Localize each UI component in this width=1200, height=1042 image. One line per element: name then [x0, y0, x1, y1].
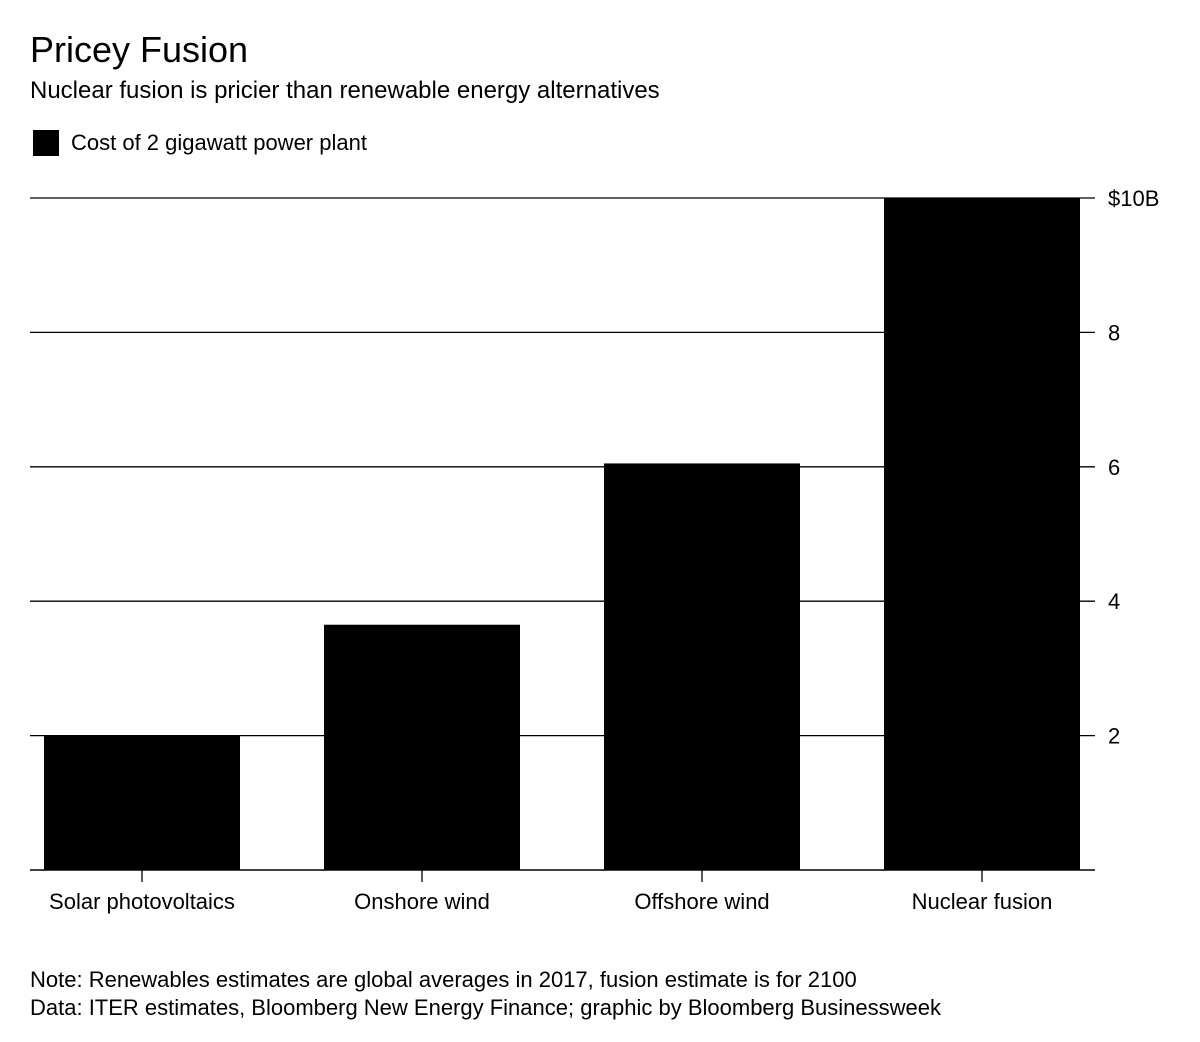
x-tick-label-onshore-wind: Onshore wind [354, 889, 490, 914]
bar-nuclear-fusion [884, 198, 1080, 870]
legend-swatch [33, 130, 59, 156]
chart-source: Data: ITER estimates, Bloomberg New Ener… [30, 995, 941, 1020]
legend-label: Cost of 2 gigawatt power plant [71, 130, 367, 155]
y-tick-label-8: 8 [1108, 320, 1120, 345]
chart-title: Pricey Fusion [30, 29, 249, 70]
x-axis-tick-labels: Solar photovoltaics Onshore wind Offshore … [49, 889, 1052, 914]
x-tick-label-nuclear-fusion: Nuclear fusion [912, 889, 1053, 914]
y-tick-label-6: 6 [1108, 455, 1120, 480]
x-tick-label-solar-photovoltaics: Solar photovoltaics [49, 889, 235, 914]
chart-note: Note: Renewables estimates are global av… [30, 967, 857, 992]
y-tick-label-4: 4 [1108, 589, 1120, 614]
bar-onshore-wind [324, 624, 520, 870]
y-axis-tick-labels: 2 4 6 8 $10B [1108, 186, 1159, 749]
x-tick-label-offshore-wind: Offshore wind [634, 889, 769, 914]
y-tick-label-10: $10B [1108, 186, 1159, 211]
y-tick-label-2: 2 [1108, 724, 1120, 749]
x-axis [30, 869, 1095, 882]
bars [44, 198, 1080, 870]
bar-offshore-wind [604, 463, 800, 870]
chart-subtitle: Nuclear fusion is pricier than renewable… [30, 77, 660, 104]
legend: Cost of 2 gigawatt power plant [33, 130, 367, 156]
bar-solar-photovoltaics [44, 735, 240, 870]
